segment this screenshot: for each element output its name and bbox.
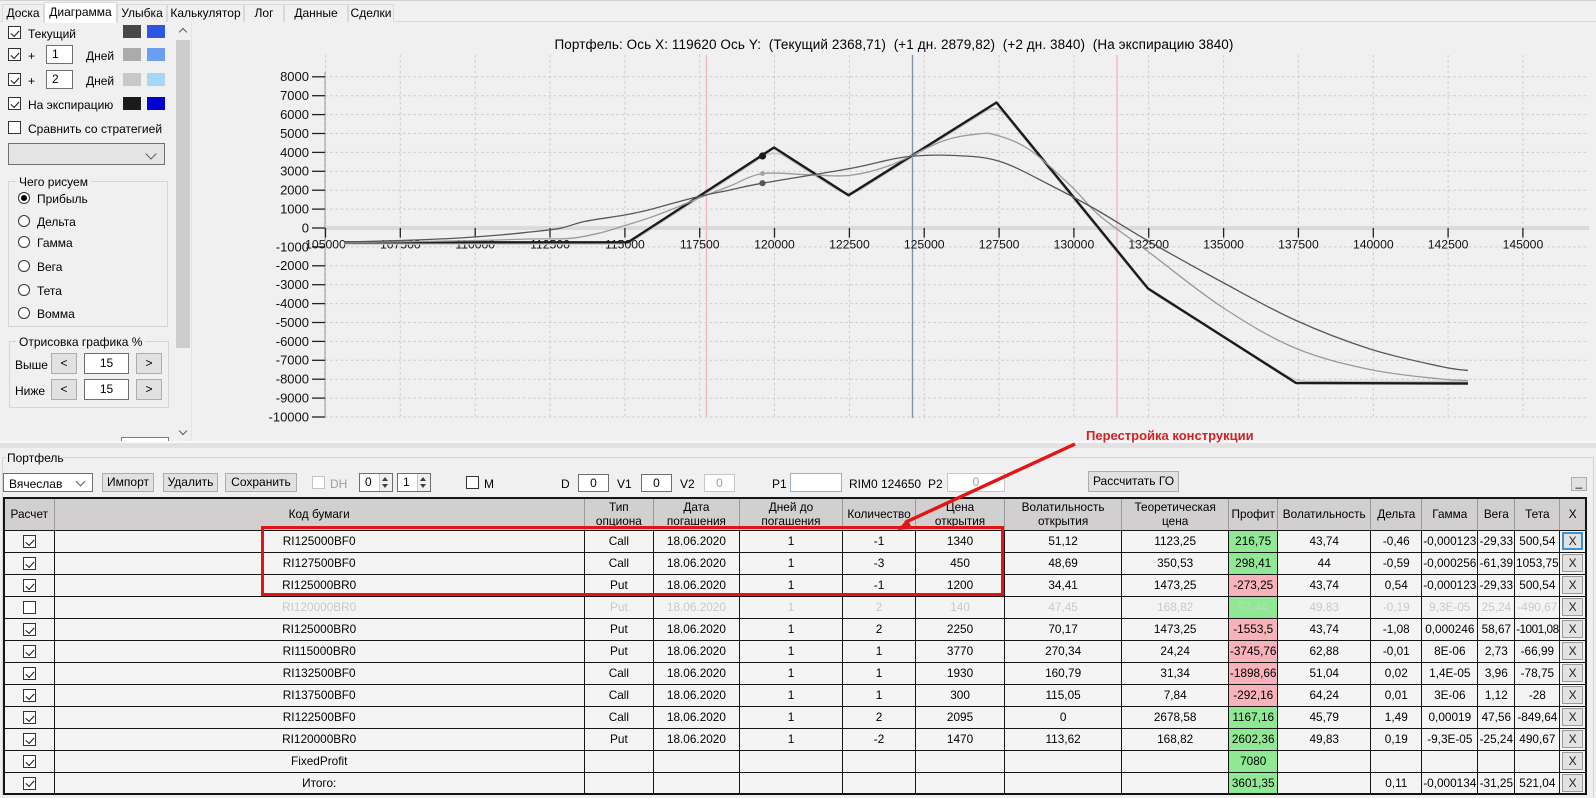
svg-text:-3000: -3000 <box>276 277 309 292</box>
svg-text:117500: 117500 <box>680 238 720 252</box>
svg-text:-8000: -8000 <box>276 372 309 387</box>
svg-text:135000: 135000 <box>1203 238 1244 252</box>
svg-text:140000: 140000 <box>1353 238 1394 252</box>
svg-text:130000: 130000 <box>1054 238 1095 252</box>
svg-text:137500: 137500 <box>1278 238 1319 252</box>
svg-text:1000: 1000 <box>280 202 309 217</box>
svg-text:-9000: -9000 <box>276 391 309 406</box>
svg-text:0: 0 <box>302 220 309 235</box>
svg-text:6000: 6000 <box>280 107 309 122</box>
svg-text:-6000: -6000 <box>276 334 309 349</box>
svg-text:-1000: -1000 <box>276 239 309 254</box>
svg-text:105000: 105000 <box>305 238 346 252</box>
svg-text:-2000: -2000 <box>276 258 309 273</box>
svg-text:122500: 122500 <box>829 238 870 252</box>
svg-text:115000: 115000 <box>605 238 645 252</box>
svg-text:125000: 125000 <box>904 238 945 252</box>
svg-text:2000: 2000 <box>280 183 309 198</box>
svg-text:127500: 127500 <box>979 238 1020 252</box>
svg-text:7000: 7000 <box>280 88 309 103</box>
svg-text:8000: 8000 <box>280 69 309 84</box>
svg-text:142500: 142500 <box>1428 238 1469 252</box>
svg-text:132500: 132500 <box>1128 238 1169 252</box>
svg-text:3000: 3000 <box>280 164 309 179</box>
svg-text:5000: 5000 <box>280 126 309 141</box>
svg-text:-10000: -10000 <box>269 409 309 424</box>
svg-text:-5000: -5000 <box>276 315 309 330</box>
svg-text:120000: 120000 <box>754 238 795 252</box>
svg-text:-4000: -4000 <box>276 296 309 311</box>
svg-text:145000: 145000 <box>1503 238 1544 252</box>
svg-text:4000: 4000 <box>280 145 309 160</box>
svg-text:-7000: -7000 <box>276 353 309 368</box>
